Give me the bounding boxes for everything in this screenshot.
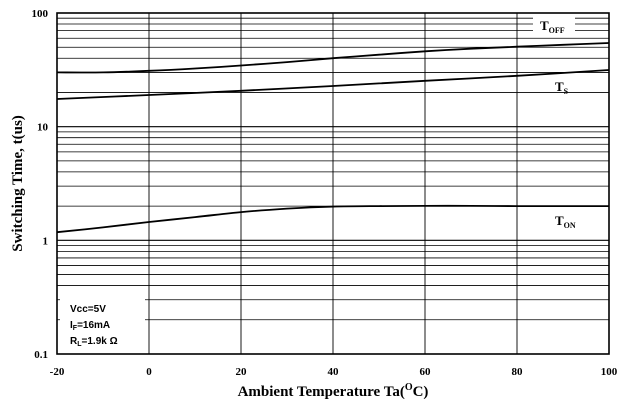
x-tick-labels: -20 0 20 40 60 80 100 [50,366,618,378]
series-label-main: T [555,213,564,228]
series-label-sub: S [564,87,569,96]
test-conditions: Vcc=5V IF=16mA RL=1.9k Ω [70,304,118,348]
x-tick-label: 100 [601,366,618,378]
grid [57,13,609,354]
series-line-ton [56,204,609,234]
series-lines [56,42,610,234]
series-label-sub: ON [564,221,576,230]
y-tick-label: 1 [43,235,49,247]
series-line-toff [56,42,610,74]
condition-text: Vcc=5V [70,304,106,315]
x-axis-title-end: C) [413,384,429,400]
y-tick-label: 0.1 [34,349,48,361]
conditions-background [60,299,145,351]
x-axis-title-sup: O [405,382,413,393]
y-tick-labels: 0.1 1 10 100 [32,8,49,361]
x-tick-label: 40 [328,366,340,378]
x-tick-label: 60 [420,366,432,378]
series-label-ton: TON [555,213,576,230]
y-tick-label: 10 [37,122,49,134]
series-label-ts: TS [555,79,569,96]
series-label-sub: OFF [549,26,565,35]
x-tick-label: 80 [512,366,524,378]
y-tick-label: 100 [32,8,49,20]
x-tick-label: -20 [50,366,65,378]
x-axis-title: Ambient Temperature Ta(OC) [238,382,429,400]
plot-frame [56,12,610,355]
series-label-main: T [540,18,549,33]
legend-background [533,17,575,34]
x-tick-label: 20 [236,366,248,378]
x-tick-label: 0 [146,366,152,378]
series-label-main: T [555,79,564,94]
series-label-toff: TOFF [540,18,565,35]
series-line-ts [56,69,610,100]
condition-text: IF=16mA [70,320,110,332]
y-axis-title: Switching Time, t(us) [10,115,26,252]
condition-text: RL=1.9k Ω [70,336,118,348]
x-axis-title-main: Ambient Temperature Ta( [238,384,405,400]
